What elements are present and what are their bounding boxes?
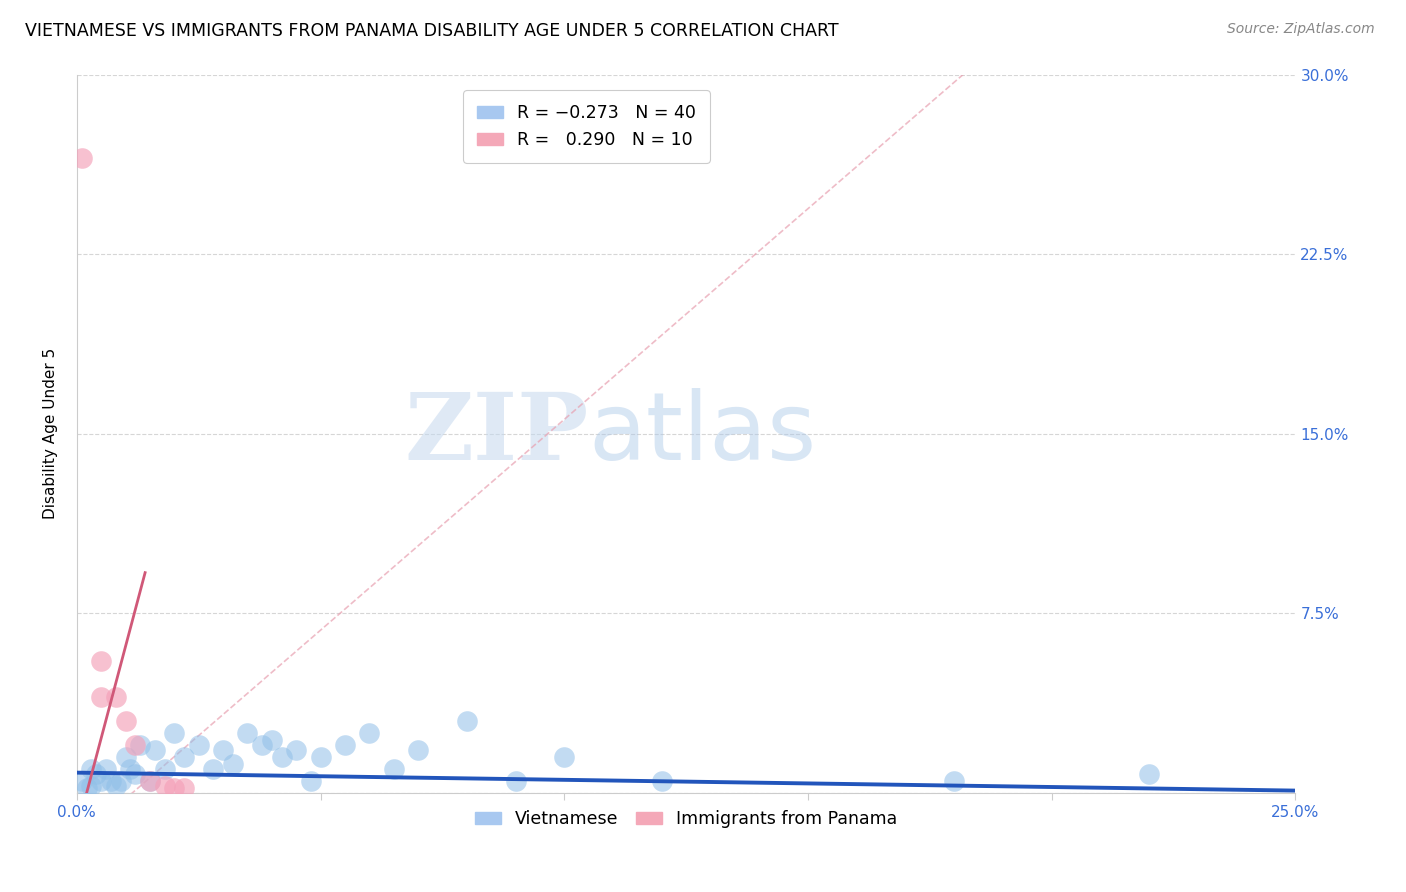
Point: [173, 750, 195, 764]
Y-axis label: Disability Age Under 5: Disability Age Under 5: [44, 348, 58, 519]
Point: [285, 743, 308, 757]
Point: [359, 726, 381, 740]
Point: [309, 750, 332, 764]
Point: [163, 726, 186, 740]
Point: [382, 762, 405, 776]
Point: [90, 774, 112, 789]
Point: [110, 774, 132, 789]
Point: [553, 750, 575, 764]
Point: [1137, 767, 1160, 781]
Point: [153, 762, 176, 776]
Point: [124, 767, 146, 781]
Point: [129, 738, 152, 752]
Point: [90, 690, 112, 705]
Point: [270, 750, 292, 764]
Point: [236, 726, 259, 740]
Point: [187, 738, 209, 752]
Point: [333, 738, 356, 752]
Point: [173, 781, 195, 796]
Point: [124, 738, 146, 752]
Point: [100, 774, 122, 789]
Point: [260, 733, 283, 747]
Point: [163, 781, 186, 796]
Text: Source: ZipAtlas.com: Source: ZipAtlas.com: [1227, 22, 1375, 37]
Point: [90, 654, 112, 668]
Point: [114, 714, 136, 728]
Point: [153, 779, 176, 793]
Point: [456, 714, 478, 728]
Point: [94, 762, 117, 776]
Point: [80, 762, 103, 776]
Point: [80, 779, 103, 793]
Point: [104, 779, 127, 793]
Point: [212, 743, 235, 757]
Text: ZIP: ZIP: [405, 389, 589, 479]
Point: [70, 774, 93, 789]
Point: [651, 774, 673, 789]
Legend: Vietnamese, Immigrants from Panama: Vietnamese, Immigrants from Panama: [468, 803, 904, 835]
Point: [70, 152, 93, 166]
Point: [139, 774, 162, 789]
Point: [76, 781, 98, 796]
Point: [202, 762, 225, 776]
Text: atlas: atlas: [589, 388, 817, 480]
Point: [139, 774, 162, 789]
Point: [143, 743, 166, 757]
Point: [114, 750, 136, 764]
Point: [120, 762, 142, 776]
Point: [299, 774, 322, 789]
Point: [505, 774, 527, 789]
Point: [943, 774, 966, 789]
Point: [250, 738, 273, 752]
Point: [406, 743, 429, 757]
Text: VIETNAMESE VS IMMIGRANTS FROM PANAMA DISABILITY AGE UNDER 5 CORRELATION CHART: VIETNAMESE VS IMMIGRANTS FROM PANAMA DIS…: [25, 22, 839, 40]
Point: [104, 690, 127, 705]
Point: [222, 757, 245, 772]
Point: [86, 767, 108, 781]
